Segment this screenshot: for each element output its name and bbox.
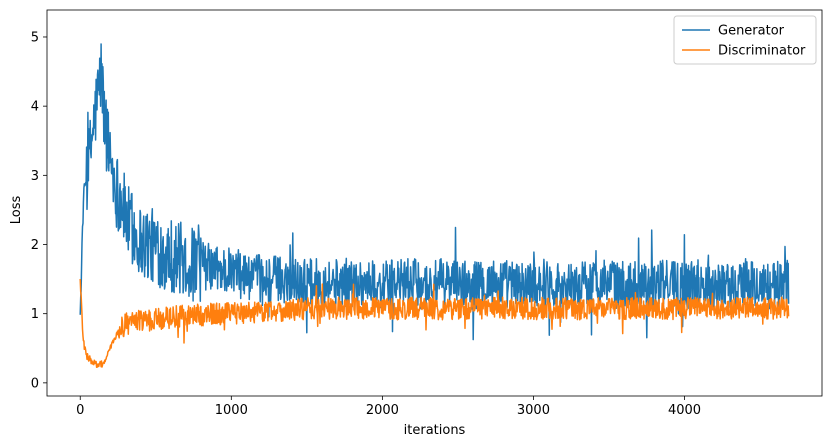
legend: Generator Discriminator (673, 15, 817, 65)
series-line-discriminator (79, 278, 790, 369)
axis-ticks: 0 1000 2000 3000 4000 0 1 2 3 4 5 (31, 30, 701, 418)
y-tick-label: 0 (31, 376, 39, 391)
x-tick-label: 1000 (215, 403, 248, 418)
y-tick-label: 4 (31, 100, 39, 115)
legend-label-generator: Generator (718, 24, 785, 39)
legend-box (673, 15, 817, 65)
series-line-generator (79, 43, 790, 341)
x-tick-label: 3000 (517, 403, 550, 418)
y-tick-label: 1 (31, 307, 39, 322)
y-tick-label: 2 (31, 238, 39, 253)
y-tick-label: 3 (31, 169, 39, 184)
y-axis-label: Loss (9, 196, 24, 225)
axes-frame (46, 9, 823, 397)
plot-area (46, 9, 823, 397)
x-tick-label: 4000 (668, 403, 701, 418)
y-tick-label: 5 (31, 30, 39, 45)
x-tick-label: 2000 (366, 403, 399, 418)
x-tick-label: 0 (76, 403, 84, 418)
legend-label-discriminator: Discriminator (718, 44, 806, 59)
x-axis-label: iterations (404, 423, 466, 438)
